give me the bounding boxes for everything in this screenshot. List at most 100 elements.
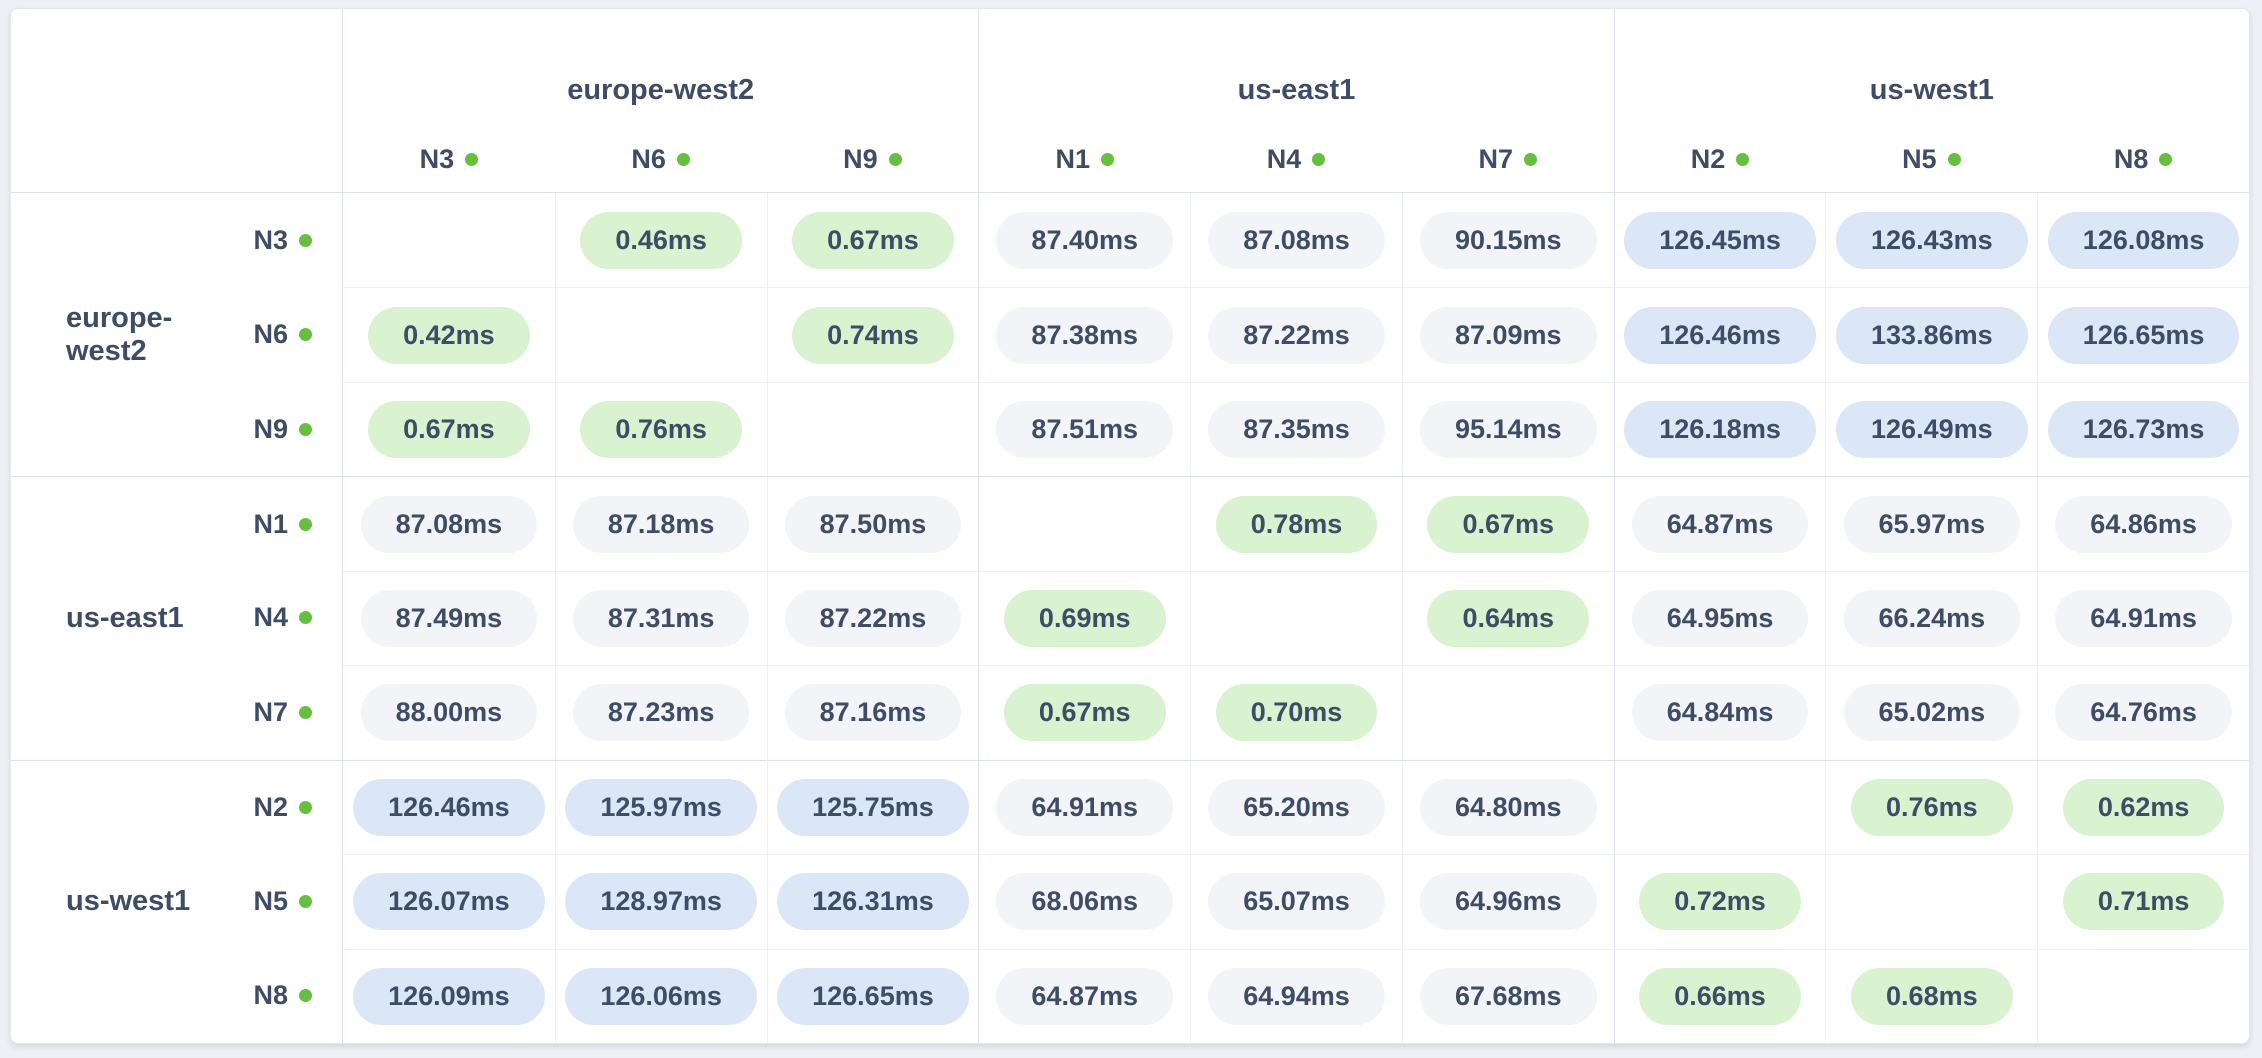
node-label: N7 [1478, 144, 1514, 174]
latency-cell-N8-to-N7: 67.68ms [1401, 948, 1614, 1043]
latency-pill: 0.62ms [2062, 778, 2225, 836]
latency-pill: 126.06ms [565, 967, 757, 1025]
latency-pill: 87.51ms [996, 401, 1174, 459]
node-status-dot-icon [299, 328, 312, 342]
latency-cell-N3-to-N7: 90.15ms [1401, 193, 1614, 288]
latency-pill: 0.46ms [580, 211, 742, 269]
latency-cell-N7-to-N6: 87.23ms [554, 665, 767, 760]
latency-cell-N3-to-N9: 0.67ms [766, 193, 979, 288]
latency-pill: 64.91ms [996, 778, 1174, 836]
region-label: europe-west2 [567, 74, 755, 106]
latency-cell-N5-to-N6: 128.97ms [554, 854, 767, 949]
column-node-header-N9: N9 [766, 127, 979, 193]
node-status-dot-icon [888, 153, 902, 166]
latency-pill: 125.97ms [565, 778, 757, 836]
latency-pill: 87.38ms [996, 306, 1174, 364]
latency-cell-N7-to-N5: 65.02ms [1825, 665, 2038, 760]
node-label: N7 [253, 696, 288, 727]
latency-pill: 126.65ms [777, 967, 969, 1025]
node-status-dot-icon [1524, 153, 1538, 166]
latency-cell-N8-to-N1: 64.87ms [978, 948, 1191, 1043]
latency-cell-N4-to-N5: 66.24ms [1825, 570, 2038, 666]
latency-pill: 87.49ms [360, 589, 538, 647]
latency-pill: 87.22ms [1208, 306, 1385, 364]
latency-pill: 125.75ms [777, 778, 969, 836]
latency-pill: 0.68ms [1851, 967, 2013, 1025]
latency-pill: 126.45ms [1624, 211, 1816, 269]
node-status-dot-icon [299, 705, 312, 719]
latency-pill: 64.86ms [2055, 495, 2232, 553]
latency-cell-N6-to-N8: 126.65ms [2037, 287, 2249, 382]
latency-cell-N1-to-N9: 87.50ms [766, 476, 979, 571]
latency-pill: 0.76ms [580, 401, 742, 459]
latency-pill: 64.76ms [2055, 684, 2232, 742]
node-label: N8 [2113, 144, 2149, 174]
latency-pill: 0.66ms [1639, 967, 1801, 1025]
node-label: N3 [419, 144, 455, 174]
latency-matrix-card: europe-west2 N3 N6 N9 us-east1 N1 N4 N7 us-west1… [10, 8, 2250, 1044]
latency-pill: 87.40ms [996, 211, 1174, 269]
latency-cell-N6-to-N1: 87.38ms [978, 287, 1191, 382]
row-node-header-N6: N6 [241, 287, 343, 382]
latency-pill: 126.43ms [1836, 211, 2028, 269]
latency-cell-N2-to-N4: 65.20ms [1190, 759, 1402, 855]
latency-cell-N3-to-N1: 87.40ms [978, 193, 1190, 288]
column-node-header-N4: N4 [1190, 127, 1402, 193]
node-label: N1 [253, 508, 288, 539]
node-status-dot-icon [2159, 153, 2173, 166]
node-status-dot-icon [299, 989, 312, 1003]
node-label: N1 [1055, 144, 1090, 174]
latency-pill: 66.24ms [1843, 589, 2021, 647]
latency-cell-N5-to-N3: 126.07ms [343, 854, 555, 948]
row-region-header-us-west1: us-west1 [11, 759, 241, 1043]
node-label: N2 [1690, 144, 1726, 174]
row-region-header-us-east1: us-east1 [11, 476, 241, 759]
latency-cell-N5-to-N1: 68.06ms [978, 854, 1191, 949]
row-node-header-N9: N9 [241, 381, 343, 477]
latency-cell-N2-to-N9: 125.75ms [766, 759, 979, 855]
region-label: us-east1 [66, 601, 184, 634]
column-node-header-N2: N2 [1613, 127, 1826, 193]
node-status-dot-icon [1736, 153, 1750, 166]
latency-cell-N3-to-N3 [343, 193, 555, 287]
latency-cell-N5-to-N4: 65.07ms [1190, 854, 1402, 949]
latency-cell-N1-to-N4: 0.78ms [1190, 476, 1402, 571]
row-region-header-europe-west2: europe-west2 [11, 193, 241, 476]
region-label: europe-west2 [66, 301, 173, 367]
region-label: us-east1 [1237, 74, 1356, 106]
latency-cell-N6-to-N9: 0.74ms [766, 287, 979, 382]
latency-cell-N4-to-N1: 0.69ms [978, 570, 1191, 666]
latency-pill: 64.80ms [1419, 778, 1597, 836]
latency-pill: 126.07ms [353, 873, 545, 931]
column-node-header-N1: N1 [978, 127, 1191, 193]
latency-cell-N4-to-N9: 87.22ms [766, 570, 979, 666]
node-status-dot-icon [299, 894, 312, 908]
latency-cell-N4-to-N2: 64.95ms [1613, 570, 1826, 666]
column-node-header-N6: N6 [554, 127, 767, 193]
latency-cell-N4-to-N3: 87.49ms [343, 570, 555, 665]
latency-cell-N1-to-N1 [978, 476, 1191, 571]
latency-cell-N3-to-N2: 126.45ms [1613, 193, 1826, 288]
latency-pill: 87.23ms [572, 684, 750, 742]
latency-cell-N9-to-N8: 126.73ms [2037, 381, 2249, 477]
latency-cell-N7-to-N2: 64.84ms [1613, 665, 1826, 760]
latency-pill: 126.09ms [353, 967, 545, 1025]
latency-cell-N3-to-N6: 0.46ms [554, 193, 767, 288]
node-status-dot-icon [1947, 153, 1961, 166]
latency-pill: 0.67ms [1003, 684, 1166, 742]
node-label: N5 [253, 885, 288, 916]
latency-cell-N2-to-N3: 126.46ms [343, 759, 555, 854]
latency-pill: 0.69ms [1003, 589, 1166, 647]
latency-pill: 87.08ms [360, 495, 538, 553]
node-status-dot-icon [299, 233, 312, 247]
column-region-header-europe-west2: europe-west2 [343, 9, 978, 127]
latency-pill: 126.49ms [1836, 401, 2028, 459]
latency-pill: 0.67ms [368, 401, 530, 459]
latency-cell-N8-to-N3: 126.09ms [343, 948, 555, 1043]
latency-pill: 0.78ms [1215, 495, 1378, 553]
row-node-header-N2: N2 [241, 759, 343, 855]
latency-pill: 0.76ms [1851, 778, 2013, 836]
latency-cell-N9-to-N2: 126.18ms [1613, 381, 1826, 477]
latency-cell-N2-to-N8: 0.62ms [2037, 759, 2249, 855]
latency-pill: 88.00ms [360, 684, 538, 742]
